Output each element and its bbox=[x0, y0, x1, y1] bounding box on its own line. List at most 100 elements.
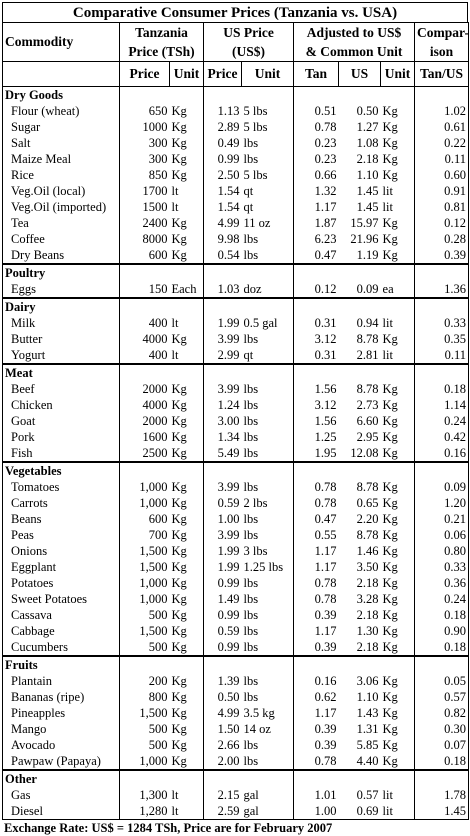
cell-tan-unit: Kg bbox=[169, 591, 204, 607]
cell-ratio: 0.42 bbox=[414, 429, 470, 445]
cell-adj-unit: Kg bbox=[380, 639, 416, 656]
cell-us-price: 3.99 bbox=[217, 382, 240, 396]
header-tanzania-l2: Price (TSh) bbox=[119, 43, 204, 62]
section-header: Fruits bbox=[2, 655, 470, 673]
cell-us-unit: lbs bbox=[241, 331, 295, 347]
cell-us-unit: 3 lbs bbox=[241, 543, 295, 559]
cell-adj-unit: Kg bbox=[380, 623, 416, 639]
cell-us-price: 1.13 bbox=[217, 104, 240, 118]
section-title: Vegetables bbox=[2, 461, 120, 479]
cell-commodity: Coffee bbox=[2, 231, 120, 247]
cell-tan-unit: Kg bbox=[169, 753, 204, 770]
cell-us-price: 1.99 bbox=[217, 316, 240, 330]
cell-tan-price: 150 bbox=[148, 282, 168, 296]
cell-adj-tan: 1.01 bbox=[314, 788, 337, 802]
price-table: Commodity Tanzania US Price Adjusted to … bbox=[2, 22, 470, 820]
cell-adj-tan: 0.78 bbox=[314, 576, 337, 590]
cell-adj-us: 3.50 bbox=[356, 560, 379, 574]
cell-tan-price: 1,000 bbox=[139, 592, 168, 606]
table-row: Milk 400 lt 1.99 0.5 gal 0.31 0.94 lit 0.33 bbox=[2, 315, 470, 331]
cell-tan-unit: Kg bbox=[169, 721, 204, 737]
cell-adj-us: 2.20 bbox=[356, 512, 379, 526]
cell-tan-price: 2400 bbox=[142, 216, 168, 230]
cell-adj-unit: Kg bbox=[380, 119, 416, 135]
table-body: Dry Goods Flour (wheat) 650 Kg 1.13 5 lbs 0.51… bbox=[2, 86, 470, 820]
cell-adj-us: 0.65 bbox=[356, 496, 379, 510]
cell-commodity: Beef bbox=[2, 381, 120, 397]
cell-tan-price: 850 bbox=[148, 168, 168, 182]
cell-adj-tan: 0.78 bbox=[314, 496, 337, 510]
cell-ratio: 0.22 bbox=[414, 135, 470, 151]
cell-us-unit: lbs bbox=[241, 737, 295, 753]
cell-us-unit: lbs bbox=[241, 753, 295, 770]
cell-ratio: 0.07 bbox=[414, 737, 470, 753]
cell-us-price: 0.99 bbox=[217, 640, 240, 654]
cell-us-price: 3.99 bbox=[217, 480, 240, 494]
table-row: Potatoes 1,000 Kg 0.99 lbs 0.78 2.18 Kg 0.36 bbox=[2, 575, 470, 591]
cell-adj-tan: 1.17 bbox=[314, 544, 337, 558]
cell-tan-price: 1500 bbox=[142, 200, 168, 214]
cell-us-unit: 1.25 lbs bbox=[241, 559, 295, 575]
cell-adj-unit: Kg bbox=[380, 231, 416, 247]
cell-us-price: 1.00 bbox=[217, 512, 240, 526]
cell-us-unit: lbs bbox=[241, 673, 295, 689]
cell-tan-unit: lt bbox=[169, 347, 204, 364]
cell-tan-price: 8000 bbox=[142, 232, 168, 246]
cell-tan-unit: Kg bbox=[169, 575, 204, 591]
cell-tan-price: 1,500 bbox=[139, 544, 168, 558]
cell-us-unit: lbs bbox=[241, 445, 295, 462]
cell-tan-unit: Kg bbox=[169, 559, 204, 575]
cell-adj-us: 3.06 bbox=[356, 674, 379, 688]
cell-us-price: 0.49 bbox=[217, 136, 240, 150]
cell-commodity: Eggs bbox=[2, 281, 120, 298]
cell-ratio: 0.21 bbox=[414, 511, 470, 527]
cell-us-price: 2.50 bbox=[217, 168, 240, 182]
cell-tan-unit: Kg bbox=[169, 673, 204, 689]
cell-us-unit: lbs bbox=[241, 381, 295, 397]
cell-us-price: 2.66 bbox=[217, 738, 240, 752]
subheader-us-price: Price bbox=[203, 61, 242, 87]
cell-tan-unit: Kg bbox=[169, 413, 204, 429]
cell-tan-price: 4000 bbox=[142, 332, 168, 346]
cell-ratio: 1.45 bbox=[414, 803, 470, 820]
cell-adj-us: 15.97 bbox=[350, 216, 379, 230]
cell-ratio: 0.30 bbox=[414, 721, 470, 737]
cell-ratio: 0.91 bbox=[414, 183, 470, 199]
subheader-adj-us: US bbox=[338, 61, 382, 87]
cell-us-unit: lbs bbox=[241, 689, 295, 705]
cell-us-unit: doz bbox=[241, 281, 295, 298]
cell-adj-us: 0.57 bbox=[356, 788, 379, 802]
cell-us-unit: qt bbox=[241, 199, 295, 215]
cell-commodity: Chicken bbox=[2, 397, 120, 413]
cell-ratio: 0.82 bbox=[414, 705, 470, 721]
table-row: Goat 2000 Kg 3.00 lbs 1.56 6.60 Kg 0.24 bbox=[2, 413, 470, 429]
cell-tan-price: 700 bbox=[148, 528, 168, 542]
cell-commodity: Maize Meal bbox=[2, 151, 120, 167]
table-row: Onions 1,500 Kg 1.99 3 lbs 1.17 1.46 Kg 0.80 bbox=[2, 543, 470, 559]
cell-ratio: 1.02 bbox=[414, 103, 470, 119]
cell-adj-us: 0.50 bbox=[356, 104, 379, 118]
section-header: Dry Goods bbox=[2, 86, 470, 103]
cell-adj-us: 6.60 bbox=[356, 414, 379, 428]
cell-ratio: 0.16 bbox=[414, 445, 470, 462]
cell-ratio: 1.36 bbox=[414, 281, 470, 298]
cell-tan-price: 500 bbox=[148, 722, 168, 736]
cell-adj-unit: Kg bbox=[380, 591, 416, 607]
cell-adj-unit: Kg bbox=[380, 575, 416, 591]
table-row: Eggs 150 Each 1.03 doz 0.12 0.09 ea 1.36 bbox=[2, 281, 470, 298]
cell-adj-tan: 0.39 bbox=[314, 722, 337, 736]
cell-us-price: 1.03 bbox=[217, 282, 240, 296]
cell-commodity: Pineapples bbox=[2, 705, 120, 721]
cell-tan-price: 2000 bbox=[142, 382, 168, 396]
cell-adj-us: 2.18 bbox=[356, 576, 379, 590]
cell-commodity: Milk bbox=[2, 315, 120, 331]
cell-us-price: 5.49 bbox=[217, 446, 240, 460]
cell-adj-us: 1.45 bbox=[356, 184, 379, 198]
cell-adj-us: 1.46 bbox=[356, 544, 379, 558]
table-row: Veg.Oil (local) 1700 lt 1.54 qt 1.32 1.45 lit 0.… bbox=[2, 183, 470, 199]
cell-ratio: 0.18 bbox=[414, 607, 470, 623]
table-row: Gas 1,300 lt 2.15 gal 1.01 0.57 lit 1.78 bbox=[2, 787, 470, 803]
cell-adj-unit: Kg bbox=[380, 215, 416, 231]
cell-commodity: Veg.Oil (local) bbox=[2, 183, 120, 199]
cell-adj-tan: 1.00 bbox=[293, 803, 339, 820]
